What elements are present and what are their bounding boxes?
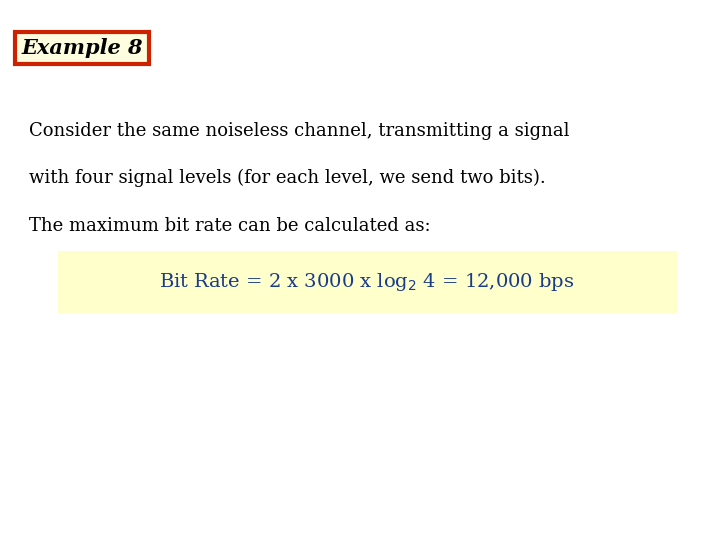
- Text: The maximum bit rate can be calculated as:: The maximum bit rate can be calculated a…: [29, 217, 431, 234]
- Text: Consider the same noiseless channel, transmitting a signal: Consider the same noiseless channel, tra…: [29, 122, 570, 139]
- Text: Bit Rate = 2 x 3000 x log$_2$ 4 = 12,000 bps: Bit Rate = 2 x 3000 x log$_2$ 4 = 12,000…: [159, 271, 575, 293]
- Text: Example 8: Example 8: [22, 38, 143, 58]
- Text: with four signal levels (for each level, we send two bits).: with four signal levels (for each level,…: [29, 169, 546, 187]
- FancyBboxPatch shape: [58, 251, 677, 313]
